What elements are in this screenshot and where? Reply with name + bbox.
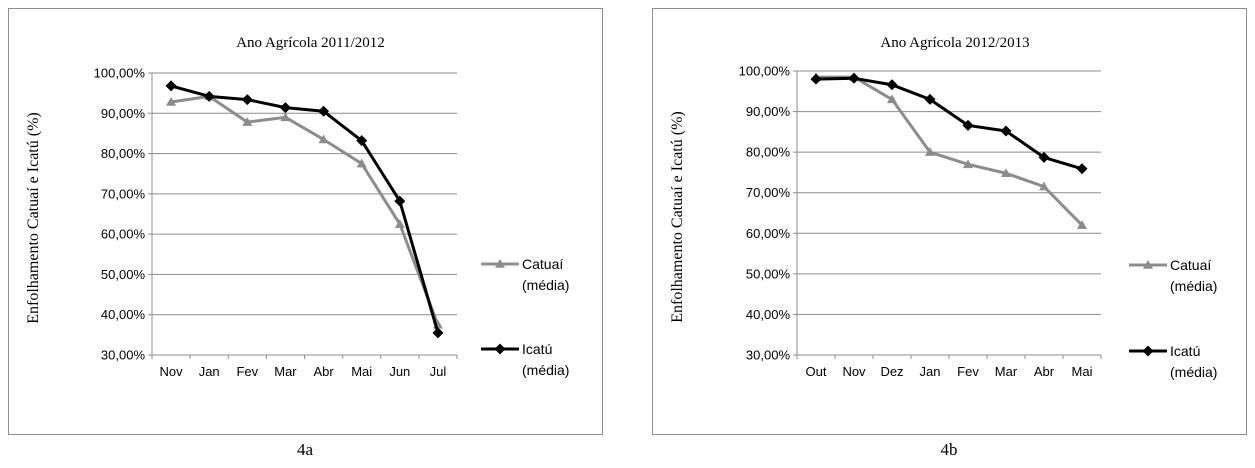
chart-1-point-icatu	[1000, 125, 1012, 137]
chart-0-x-tick-label: Fev	[236, 364, 258, 379]
chart-4a-svg: Ano Agrícola 2011/2012 Enfolhamento Catua…	[25, 35, 569, 379]
chart-0-x-tick-label: Jan	[199, 364, 220, 379]
chart-1-y-tick-label: 40,00%	[746, 307, 791, 322]
caption-4a: 4a	[296, 440, 314, 459]
chart-1-x-tick-label: Dez	[880, 364, 903, 379]
chart-0-legend-label-icatu: (média)	[522, 362, 569, 378]
chart-0-point-catuai	[356, 158, 367, 168]
chart-1-legend-label-catuai: (média)	[1170, 278, 1217, 294]
chart-0-y-tick-label: 70,00%	[101, 186, 146, 201]
chart-1-legend-label-catuai: Catuaí	[1170, 257, 1211, 273]
chart-0-x-tick-label: Jul	[430, 364, 447, 379]
chart-4b-svg: Ano Agrícola 2012/2013 Enfolhamento Catua…	[669, 35, 1217, 380]
chart-1-y-tick-label: 90,00%	[746, 104, 791, 119]
chart-1-y-tick-label: 100,00%	[739, 64, 791, 79]
chart-0-point-icatu	[279, 102, 291, 114]
chart-0-y-tick-label: 60,00%	[101, 227, 146, 242]
chart-0-point-icatu	[203, 90, 215, 102]
chart-1-title: Ano Agrícola 2012/2013	[880, 35, 1029, 51]
chart-1-point-catuai	[925, 147, 935, 156]
chart-1-legend-label-icatu: Icatú	[1170, 343, 1200, 359]
chart-0-x-tick-label: Jun	[389, 364, 410, 379]
chart-1-point-icatu	[1038, 151, 1050, 163]
chart-1-y-axis-label: Enfolhamento Catuaí e Icatú (%)	[669, 111, 686, 322]
chart-1-y-tick-label: 70,00%	[746, 185, 791, 200]
chart-1-point-catuai	[963, 159, 973, 169]
chart-0-legend-marker-icatu	[494, 343, 506, 355]
chart-0-point-icatu	[165, 80, 177, 92]
chart-0-series-line-catuai	[170, 94, 440, 326]
chart-0-series-line-icatu	[170, 84, 440, 334]
chart-1-point-icatu	[924, 93, 936, 105]
chart-0-legend-label-catuai: (média)	[522, 277, 569, 293]
chart-0-point-icatu	[318, 105, 330, 117]
chart-4b-frame: Ano Agrícola 2012/2013 Enfolhamento Catua…	[652, 8, 1247, 435]
chart-0-point-catuai	[166, 97, 177, 106]
chart-0-x-tick-label: Abr	[313, 364, 334, 379]
chart-1-point-icatu	[848, 72, 860, 84]
chart-0-point-icatu	[241, 94, 253, 106]
chart-1-point-icatu	[886, 79, 898, 91]
chart-1-legend-marker-icatu	[1142, 345, 1154, 357]
chart-0-point-catuai	[242, 117, 253, 126]
chart-0-point-icatu	[394, 195, 406, 207]
chart-1-point-catuai	[1001, 168, 1011, 177]
chart-1-x-tick-label: Nov	[842, 364, 866, 379]
chart-1-series-line-catuai	[816, 75, 1084, 227]
chart-0-x-tick-label: Mar	[274, 364, 297, 379]
chart-1-legend-marker-catuai	[1143, 260, 1153, 269]
chart-0-legend-marker-catuai	[495, 259, 505, 268]
chart-1-point-catuai	[887, 94, 897, 104]
chart-1-y-tick-label: 80,00%	[746, 145, 791, 160]
chart-0-y-tick-label: 40,00%	[101, 307, 146, 322]
chart-1-point-icatu	[962, 119, 974, 131]
chart-1-y-tick-label: 60,00%	[746, 226, 791, 241]
chart-0-legend-label-catuai: Catuaí	[522, 256, 563, 272]
chart-0-y-tick-label: 90,00%	[101, 106, 146, 121]
chart-0-y-tick-label: 50,00%	[101, 267, 146, 282]
chart-1-point-icatu	[1076, 163, 1088, 175]
chart-0-y-axis-label: Enfolhamento Catuaí e Icatú (%)	[25, 112, 42, 323]
chart-0-y-tick-label: 100,00%	[94, 66, 146, 81]
chart-0-x-tick-label: Mai	[351, 364, 372, 379]
chart-1-point-icatu	[810, 73, 822, 85]
chart-1-x-tick-label: Abr	[1034, 364, 1055, 379]
chart-1-point-catuai	[1077, 220, 1087, 229]
chart-0-y-tick-label: 80,00%	[101, 146, 146, 161]
chart-1-y-tick-label: 30,00%	[746, 348, 791, 363]
chart-1-x-tick-label: Mar	[995, 364, 1018, 379]
chart-0-title: Ano Agrícola 2011/2012	[236, 35, 385, 51]
chart-1-series-line-icatu	[815, 76, 1083, 171]
chart-0-legend-label-icatu: Icatú	[522, 341, 552, 357]
chart-0-x-tick-label: Nov	[160, 364, 184, 379]
chart-0-point-catuai	[318, 134, 329, 144]
chart-1-x-tick-label: Out	[806, 364, 827, 379]
chart-4a-frame: Ano Agrícola 2011/2012 Enfolhamento Catua…	[8, 8, 603, 435]
chart-0-y-tick-label: 30,00%	[101, 348, 146, 363]
chart-1-y-tick-label: 50,00%	[746, 266, 791, 281]
chart-1-point-catuai	[1039, 181, 1049, 191]
chart-0-point-catuai	[280, 112, 291, 122]
caption-4b: 4b	[940, 440, 958, 459]
chart-1-x-tick-label: Fev	[957, 364, 979, 379]
chart-1-legend-label-icatu: (média)	[1170, 364, 1217, 380]
chart-1-x-tick-label: Jan	[920, 364, 941, 379]
chart-0-point-catuai	[394, 219, 405, 228]
chart-0-point-icatu	[432, 327, 444, 339]
chart-1-x-tick-label: Mai	[1072, 364, 1093, 379]
chart-0-point-icatu	[356, 135, 368, 147]
